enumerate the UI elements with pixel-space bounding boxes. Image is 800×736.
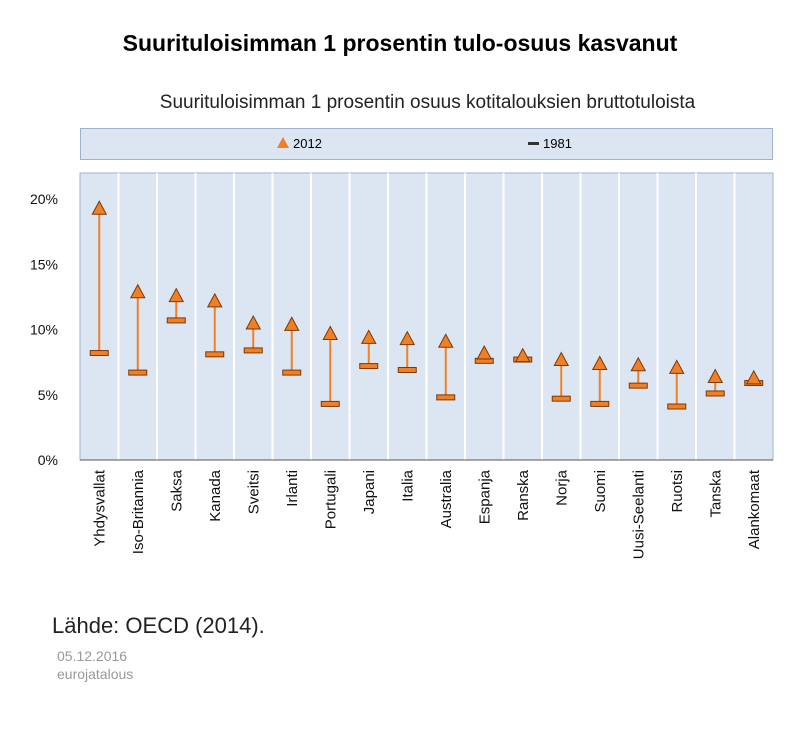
x-tick-label: Japani xyxy=(361,470,378,514)
x-tick-label: Italia xyxy=(399,469,416,501)
x-tick-label: Espanja xyxy=(476,469,493,524)
marker-2012 xyxy=(476,344,493,360)
marker-2012 xyxy=(399,330,416,346)
marker-1981 xyxy=(243,347,263,354)
page-title: Suurituloisimman 1 prosentin tulo-osuus … xyxy=(122,30,678,56)
publisher: eurojatalous xyxy=(57,666,134,682)
marker-1981 xyxy=(397,366,417,373)
legend-label-2012: 2012 xyxy=(293,136,322,151)
marker-1981 xyxy=(667,403,687,410)
marker-2012 xyxy=(283,316,300,331)
marker-2012 xyxy=(245,314,262,330)
marker-2012 xyxy=(129,283,146,299)
x-tick-label: Yhdysvallat xyxy=(91,469,108,547)
marker-1981 xyxy=(551,395,571,402)
marker-2012 xyxy=(514,347,531,363)
x-tick-label: Sveitsi xyxy=(245,470,262,514)
source-note: Lähde: OECD (2014). xyxy=(52,613,265,638)
marker-2012 xyxy=(745,369,762,385)
marker-1981 xyxy=(282,369,302,376)
marker-1981 xyxy=(320,400,340,407)
y-tick-label: 5% xyxy=(38,387,58,403)
marker-1981 xyxy=(436,394,456,401)
marker-1981 xyxy=(205,351,225,358)
x-tick-label: Kanada xyxy=(207,469,224,521)
marker-2012 xyxy=(630,356,647,372)
x-tick-label: Alankomaat xyxy=(746,469,763,549)
y-tick-label: 10% xyxy=(30,322,58,338)
marker-2012 xyxy=(437,333,454,348)
x-tick-label: Irlanti xyxy=(284,470,301,507)
marker-2012 xyxy=(668,359,685,374)
x-tick-label: Ruotsi xyxy=(669,470,686,513)
chart-title: Suurituloisimman 1 prosentin osuus kotit… xyxy=(159,92,696,113)
x-tick-label: Portugali xyxy=(322,470,339,529)
legend-item-1981: 1981 xyxy=(528,136,572,151)
marker-1981 xyxy=(166,317,186,324)
x-tick-label: Iso-Britannia xyxy=(130,469,147,554)
triangle-marker-icon xyxy=(277,137,289,148)
x-tick-label: Uusi-Seelanti xyxy=(630,470,647,559)
marker-2012 xyxy=(91,200,108,215)
marker-2012 xyxy=(707,368,724,384)
legend-label-1981: 1981 xyxy=(543,136,572,151)
x-tick-label: Saksa xyxy=(168,469,185,511)
x-tick-label: Suomi xyxy=(592,470,609,513)
publish-date: 05.12.2016 xyxy=(57,648,128,664)
chart-legend: 2012 1981 xyxy=(80,128,773,160)
legend-item-2012: 2012 xyxy=(277,136,322,151)
x-tick-label: Ranska xyxy=(515,469,532,521)
x-tick-label: Tanska xyxy=(707,469,724,517)
marker-2012 xyxy=(168,287,185,303)
marker-2012 xyxy=(206,292,223,308)
marker-1981 xyxy=(359,363,379,370)
marker-2012 xyxy=(591,355,608,370)
x-tick-label: Norja xyxy=(553,469,570,506)
marker-2012 xyxy=(322,325,339,340)
marker-1981 xyxy=(705,390,725,397)
marker-1981 xyxy=(89,350,109,357)
marker-1981 xyxy=(128,369,148,376)
y-tick-label: 0% xyxy=(38,452,58,468)
marker-2012 xyxy=(360,329,377,344)
x-tick-label: Australia xyxy=(438,469,455,528)
dash-marker-icon xyxy=(528,142,539,145)
y-tick-label: 15% xyxy=(30,256,58,272)
marker-1981 xyxy=(590,400,610,407)
marker-2012 xyxy=(553,351,570,367)
y-tick-label: 20% xyxy=(30,191,58,207)
marker-1981 xyxy=(628,382,648,389)
